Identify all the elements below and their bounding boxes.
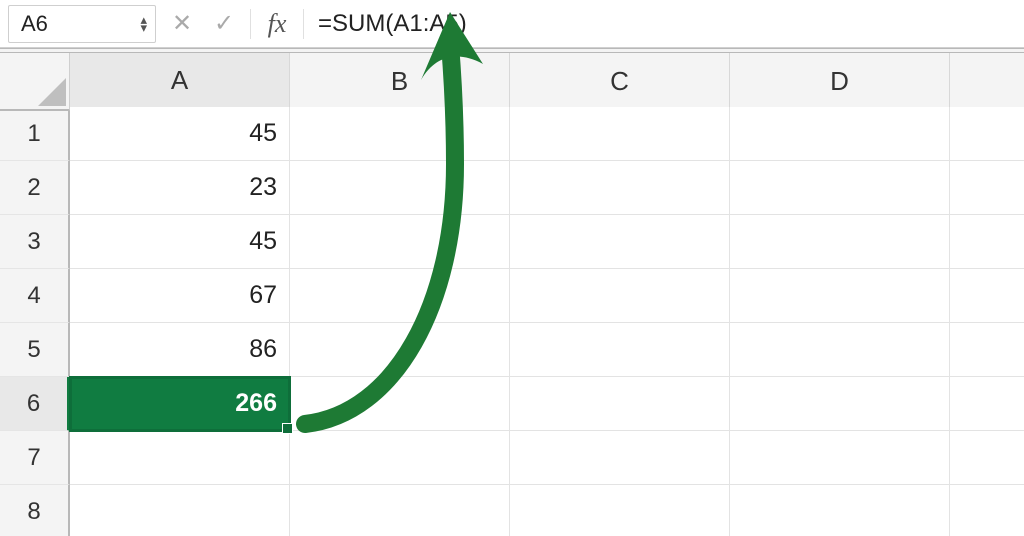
cell-B6[interactable] [290,377,510,431]
cell-D1[interactable] [730,107,950,161]
cell-E4[interactable] [950,269,1024,323]
column-header-C[interactable]: C [510,53,730,111]
cell-value: 45 [249,119,277,148]
row-header-4[interactable]: 4 [0,269,70,323]
insert-function-button[interactable]: fx [261,8,293,40]
row-header-5[interactable]: 5 [0,323,70,377]
cell-C5[interactable] [510,323,730,377]
cell-E3[interactable] [950,215,1024,269]
row-header-1[interactable]: 1 [0,107,70,161]
cell-value: 23 [249,173,277,202]
column-header-D[interactable]: D [730,53,950,111]
cell-A2[interactable]: 23 [70,161,290,215]
row-header-2[interactable]: 2 [0,161,70,215]
column-header-B[interactable]: B [290,53,510,111]
cell-C6[interactable] [510,377,730,431]
spreadsheet-grid[interactable]: ABCDE 1 45 2 23 3 45 4 67 5 86 6 266 78 [0,53,1024,536]
formula-input[interactable]: =SUM(A1:A5) [314,10,1016,38]
cell-C2[interactable] [510,161,730,215]
name-box[interactable]: A6 ▴ ▾ [8,5,156,43]
cancel-button[interactable]: ✕ [166,8,198,40]
column-header-E[interactable]: E [950,53,1024,111]
name-box-stepper[interactable]: ▴ ▾ [140,16,147,32]
cell-A3[interactable]: 45 [70,215,290,269]
cell-B4[interactable] [290,269,510,323]
cell-C4[interactable] [510,269,730,323]
cell-B5[interactable] [290,323,510,377]
cell-value: 266 [235,389,277,418]
cell-B3[interactable] [290,215,510,269]
cell-B8[interactable] [290,485,510,536]
cell-B1[interactable] [290,107,510,161]
cell-value: 67 [249,281,277,310]
check-icon: ✓ [214,9,234,38]
name-box-value: A6 [21,11,48,37]
cell-A5[interactable]: 86 [70,323,290,377]
row-header-8[interactable]: 8 [0,485,70,536]
cell-value: 86 [249,335,277,364]
cell-A4[interactable]: 67 [70,269,290,323]
cell-value: 45 [249,227,277,256]
cell-A6[interactable]: 266 [70,377,290,431]
row-header-6[interactable]: 6 [0,377,70,431]
cell-D4[interactable] [730,269,950,323]
column-header-A[interactable]: A [70,53,290,111]
cell-D5[interactable] [730,323,950,377]
cell-D8[interactable] [730,485,950,536]
cell-D3[interactable] [730,215,950,269]
enter-button[interactable]: ✓ [208,8,240,40]
select-all-corner[interactable] [0,53,70,111]
cell-B7[interactable] [290,431,510,485]
row-header-3[interactable]: 3 [0,215,70,269]
formula-text: =SUM(A1:A5) [318,10,467,37]
cell-A8[interactable] [70,485,290,536]
cell-C8[interactable] [510,485,730,536]
cell-C1[interactable] [510,107,730,161]
close-icon: ✕ [172,9,192,38]
cell-B2[interactable] [290,161,510,215]
cell-D2[interactable] [730,161,950,215]
cell-E7[interactable] [950,431,1024,485]
cell-E6[interactable] [950,377,1024,431]
divider [303,9,304,39]
cell-E2[interactable] [950,161,1024,215]
cell-A1[interactable]: 45 [70,107,290,161]
cell-E1[interactable] [950,107,1024,161]
fx-icon: fx [268,9,287,39]
cell-E5[interactable] [950,323,1024,377]
cell-D7[interactable] [730,431,950,485]
divider [250,9,251,39]
row-header-7[interactable]: 7 [0,431,70,485]
cell-D6[interactable] [730,377,950,431]
cell-C3[interactable] [510,215,730,269]
cell-E8[interactable] [950,485,1024,536]
cell-A7[interactable] [70,431,290,485]
cell-C7[interactable] [510,431,730,485]
formula-bar: A6 ▴ ▾ ✕ ✓ fx =SUM(A1:A5) [0,0,1024,48]
chevron-down-icon[interactable]: ▾ [140,24,147,32]
